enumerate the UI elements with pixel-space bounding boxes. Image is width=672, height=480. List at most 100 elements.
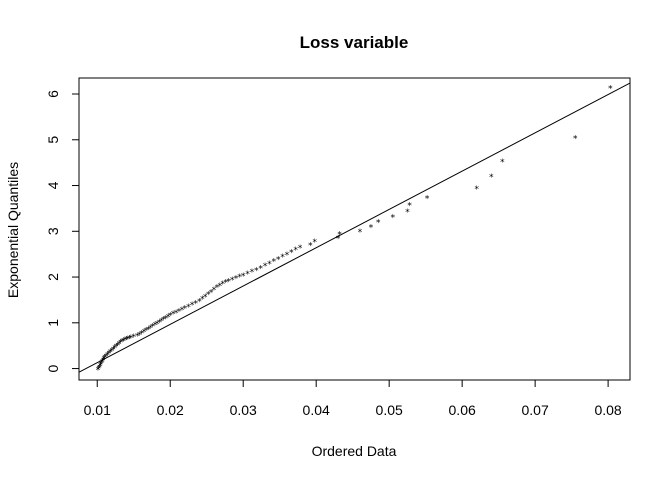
data-point: * xyxy=(573,135,578,145)
reference-line xyxy=(78,82,631,373)
data-point: * xyxy=(116,340,121,350)
data-point: * xyxy=(197,297,202,307)
data-point: * xyxy=(148,324,153,334)
data-point: * xyxy=(249,268,254,278)
data-point: * xyxy=(390,214,395,224)
data-point: * xyxy=(368,223,373,233)
x-tick-label: 0.01 xyxy=(84,402,111,418)
data-point: * xyxy=(335,235,340,245)
data-point: * xyxy=(297,244,302,254)
data-point: * xyxy=(289,248,294,258)
data-point: * xyxy=(189,301,194,311)
data-point: * xyxy=(293,246,298,256)
data-point: * xyxy=(262,262,267,272)
data-point: * xyxy=(105,351,110,361)
data-point: * xyxy=(500,158,505,168)
data-point: * xyxy=(97,362,102,372)
data-point: * xyxy=(154,320,159,330)
data-point: * xyxy=(308,242,313,252)
y-tick-label: 3 xyxy=(45,227,61,235)
data-point: * xyxy=(173,309,178,319)
data-point: * xyxy=(245,270,250,280)
data-point: * xyxy=(98,361,103,371)
data-point: * xyxy=(99,359,104,369)
data-point: * xyxy=(128,334,133,344)
data-point: * xyxy=(489,173,494,183)
x-tick-label: 0.07 xyxy=(522,402,549,418)
data-point: * xyxy=(233,275,238,285)
data-point: * xyxy=(97,363,102,373)
data-point: * xyxy=(121,337,126,347)
data-point: * xyxy=(312,238,317,248)
data-point: * xyxy=(125,335,130,345)
data-point: * xyxy=(182,305,187,315)
data-point: * xyxy=(176,307,181,317)
data-point: * xyxy=(122,336,127,346)
data-point: * xyxy=(152,321,157,331)
data-point: * xyxy=(119,338,124,348)
data-point: * xyxy=(223,279,228,289)
data-point: * xyxy=(280,253,285,263)
data-point: * xyxy=(284,251,289,261)
chart-title: Loss variable xyxy=(300,33,409,52)
data-point: * xyxy=(100,356,105,366)
data-point: * xyxy=(226,277,231,287)
data-point: * xyxy=(150,323,155,333)
data-point: * xyxy=(217,282,222,292)
data-point: * xyxy=(159,317,164,327)
data-point: * xyxy=(100,358,105,368)
y-tick-label: 5 xyxy=(45,136,61,144)
data-point: * xyxy=(111,345,116,355)
plot-frame xyxy=(78,77,631,381)
data-point: * xyxy=(165,313,170,323)
data-point: * xyxy=(424,194,429,204)
data-point: * xyxy=(124,335,129,345)
y-tick-label: 1 xyxy=(45,319,61,327)
data-points: ****************************************… xyxy=(95,85,613,376)
data-point: * xyxy=(161,316,166,326)
data-point: * xyxy=(96,365,101,375)
data-point: * xyxy=(95,366,100,376)
data-point: * xyxy=(211,286,216,296)
data-point: * xyxy=(106,350,111,360)
data-point: * xyxy=(337,231,342,241)
data-point: * xyxy=(240,272,245,282)
data-point: * xyxy=(205,291,210,301)
data-point: * xyxy=(179,306,184,316)
data-point: * xyxy=(220,280,225,290)
data-point: * xyxy=(112,344,117,354)
data-point: * xyxy=(131,333,136,343)
data-point: * xyxy=(139,329,144,339)
y-tick-label: 4 xyxy=(45,181,61,189)
data-point: * xyxy=(168,312,173,322)
x-tick-label: 0.08 xyxy=(594,402,621,418)
data-point: * xyxy=(102,354,107,364)
data-point: * xyxy=(193,299,198,309)
x-tick-label: 0.02 xyxy=(157,402,184,418)
data-point: * xyxy=(114,343,119,353)
data-point: * xyxy=(237,273,242,283)
y-axis: 0 1 2 3 4 5 6 xyxy=(45,90,80,372)
data-point: * xyxy=(376,219,381,229)
x-tick-label: 0.05 xyxy=(376,402,403,418)
data-point: * xyxy=(200,295,205,305)
data-point: * xyxy=(258,264,263,274)
data-point: * xyxy=(109,347,114,357)
data-point: * xyxy=(101,355,106,365)
y-tick-label: 6 xyxy=(45,90,61,98)
data-point: * xyxy=(267,260,272,270)
x-axis: 0.01 0.02 0.03 0.04 0.05 0.06 0.07 0.08 xyxy=(84,379,622,418)
data-point: * xyxy=(103,352,108,362)
data-point: * xyxy=(214,284,219,294)
x-axis-title: Ordered Data xyxy=(312,443,397,459)
data-point: * xyxy=(127,334,132,344)
data-point: * xyxy=(474,185,479,195)
data-point: * xyxy=(407,201,412,211)
data-point: * xyxy=(254,266,259,276)
y-tick-label: 0 xyxy=(45,364,61,372)
data-point: * xyxy=(157,318,162,328)
data-point: * xyxy=(186,303,191,313)
x-tick-label: 0.06 xyxy=(449,402,476,418)
